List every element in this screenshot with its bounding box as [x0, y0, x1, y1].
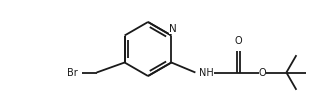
Text: N: N: [169, 24, 176, 33]
Text: NH: NH: [199, 67, 214, 77]
Text: O: O: [235, 37, 242, 46]
Text: O: O: [259, 67, 266, 77]
Text: Br: Br: [67, 67, 78, 77]
